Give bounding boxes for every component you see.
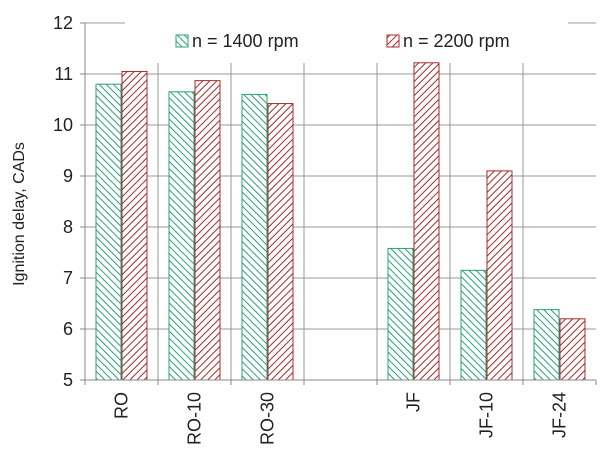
bars	[95, 62, 586, 381]
y-tick-label: 10	[53, 115, 73, 135]
x-category-label: JF	[404, 392, 424, 412]
x-category-labels: RO RO-10 RO-30 JF JF-10 JF-24	[112, 392, 570, 445]
x-category-label: RO-30	[258, 392, 278, 445]
legend-swatch	[175, 34, 189, 48]
y-tick-label: 6	[63, 319, 73, 339]
y-tick-label: 7	[63, 268, 73, 288]
y-tick-label: 9	[63, 166, 73, 186]
x-category-label: RO	[112, 392, 132, 419]
y-tick-label: 11	[54, 64, 73, 84]
y-tick-label: 5	[63, 370, 73, 390]
bar-series1-RO-10	[168, 91, 195, 381]
bar-series1-RO	[95, 83, 122, 381]
bar-series2-JF	[413, 62, 440, 381]
x-category-label: JF-24	[550, 392, 570, 438]
bar-series1-JF	[387, 247, 414, 381]
y-tick-label: 12	[53, 13, 73, 33]
legend: n = 1400 rpm n = 2200 rpm	[175, 31, 510, 51]
legend-label: n = 2200 rpm	[403, 31, 510, 51]
y-axis-title: Ignition delay, CADs	[11, 142, 28, 286]
bar-series1-RO-30	[241, 93, 268, 381]
x-category-label: JF-10	[477, 392, 497, 438]
axes	[80, 22, 597, 385]
bar-series2-RO	[121, 70, 148, 381]
bar-series1-JF-24	[533, 309, 560, 381]
bar-series2-JF-24	[559, 318, 586, 381]
bar-series2-JF-10	[486, 170, 513, 381]
legend-swatch	[386, 34, 400, 48]
legend-label: n = 1400 rpm	[192, 31, 299, 51]
bar-series2-RO-10	[194, 80, 221, 381]
x-category-label: RO-10	[185, 392, 205, 445]
y-tick-labels: 5 6 7 8 9 10 11 12	[53, 13, 73, 390]
y-tick-label: 8	[63, 217, 73, 237]
gridlines	[85, 22, 596, 380]
bar-series2-RO-30	[267, 103, 294, 381]
bar-series1-JF-10	[460, 269, 487, 381]
